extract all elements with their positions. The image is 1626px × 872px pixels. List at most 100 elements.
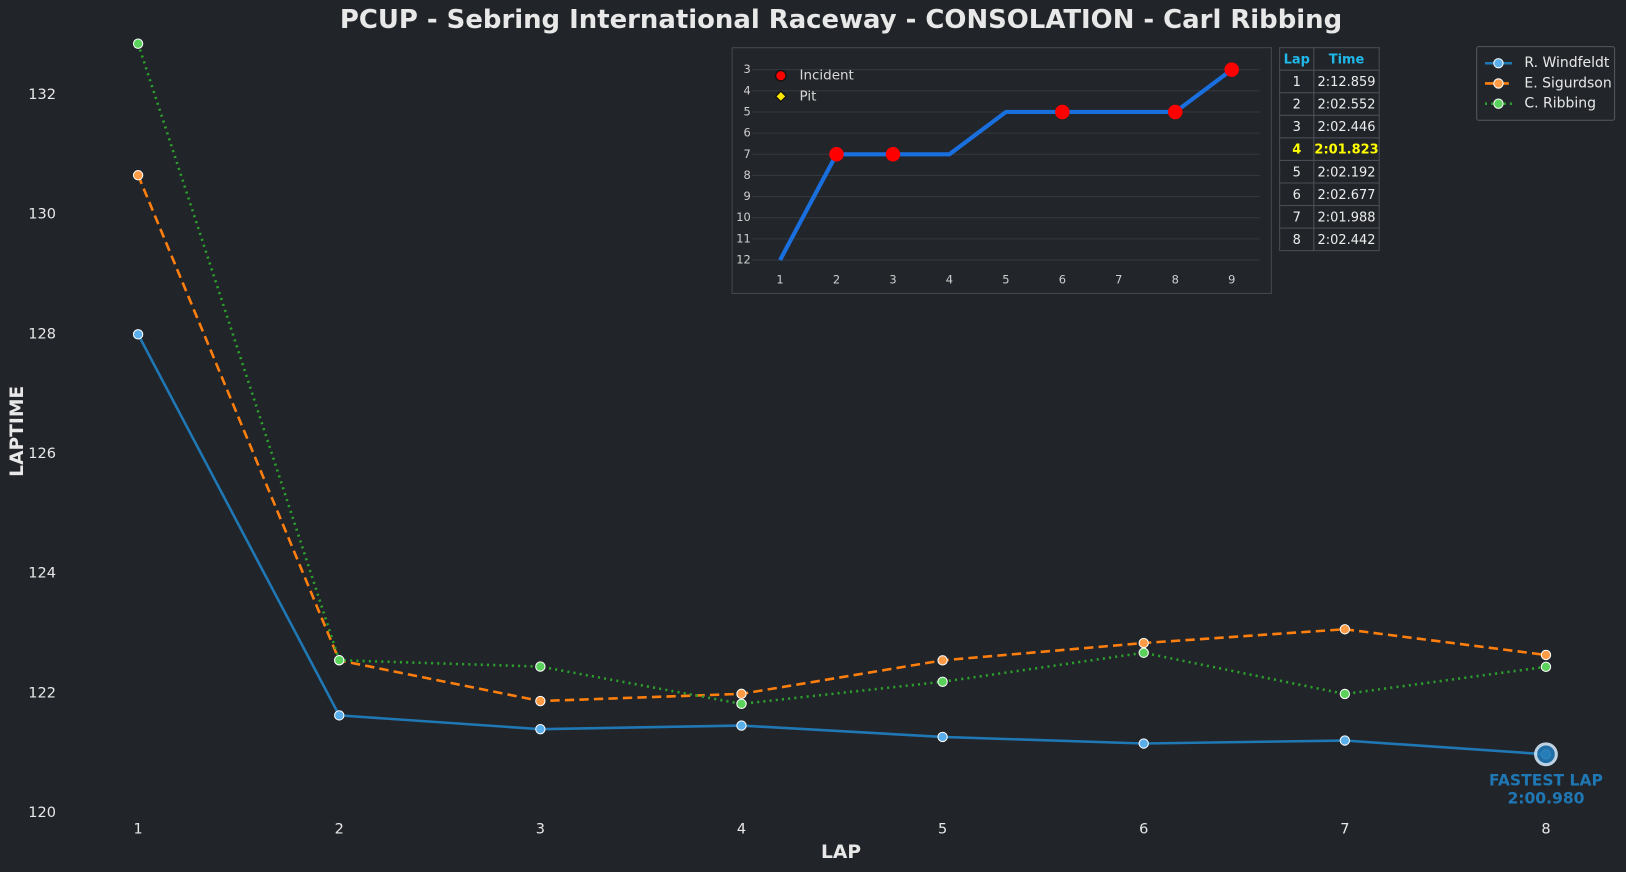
data-point: [736, 720, 747, 731]
y-tick-label: 130: [28, 207, 56, 223]
data-point: [334, 655, 345, 666]
table-cell-text: 2: [1293, 98, 1301, 113]
table-cell-text: 2:01.988: [1318, 210, 1376, 225]
legend-marker: [1493, 98, 1504, 109]
legend-marker: [774, 90, 787, 103]
inset-x-tick-label: 2: [833, 272, 840, 286]
data-point: [132, 38, 144, 49]
data-point: [535, 661, 546, 672]
legend-marker: [1493, 58, 1504, 69]
series-line: [136, 333, 1547, 756]
table-cell-text: 1: [1293, 75, 1301, 90]
table-cell-text: 2:02.192: [1318, 165, 1376, 180]
inset-x-tick-label: 9: [1228, 272, 1235, 286]
y-axis-label: LAPTIME: [7, 386, 28, 477]
position-line: [778, 68, 1233, 262]
inset-legend-label: Incident: [800, 68, 854, 84]
y-tick-label: 120: [28, 805, 56, 821]
inset-x-tick-label: 3: [889, 272, 896, 286]
x-tick-label: 2: [335, 821, 344, 837]
data-point: [736, 698, 747, 710]
table-cell-text: 2:02.552: [1318, 98, 1376, 113]
y-tick-label: 126: [28, 446, 56, 462]
x-tick-label: 4: [737, 821, 746, 837]
table-cell: [1313, 227, 1380, 252]
series-line: [136, 43, 1547, 706]
fastest-lap-label: FASTEST LAP: [1489, 772, 1603, 790]
legend-label: E. Sigurdson: [1524, 75, 1611, 91]
series-line: [136, 174, 1547, 703]
marker: [1167, 104, 1183, 120]
x-tick-label: 3: [536, 821, 545, 837]
legend-marker: [1493, 78, 1504, 89]
x-tick-label: 8: [1541, 821, 1550, 837]
data-point: [1540, 661, 1552, 673]
inset-y-tick-label: 10: [736, 210, 751, 224]
legend-label: R. Windfeldt: [1524, 55, 1610, 71]
inset-x-tick-label: 4: [946, 272, 953, 286]
fastest-lap-ring: [1534, 742, 1558, 767]
legend-frame: [1476, 46, 1616, 121]
inset-y-tick-label: 3: [744, 62, 751, 76]
data-point: [535, 695, 546, 707]
marker: [885, 147, 901, 162]
x-tick-label: 5: [938, 821, 947, 837]
data-point: [1339, 735, 1351, 746]
table-header: Time: [1329, 53, 1365, 68]
inset-legend-label: Pit: [800, 88, 817, 104]
x-tick-label: 7: [1340, 821, 1349, 837]
table-cell-text: 2:12.859: [1318, 75, 1376, 90]
data-point: [535, 723, 546, 735]
chart-title: PCUP - Sebring International Raceway - C…: [340, 5, 1342, 35]
inset-y-tick-label: 4: [744, 83, 751, 97]
inset-y-tick-label: 11: [736, 231, 751, 245]
inset-x-tick-label: 1: [776, 272, 783, 286]
inset-x-tick-label: 8: [1172, 272, 1179, 286]
legend-label: C. Ribbing: [1524, 96, 1596, 112]
table-cell-text: 7: [1293, 210, 1301, 225]
inset-x-tick-label: 7: [1115, 272, 1122, 286]
inset-y-tick-label: 5: [744, 104, 751, 118]
data-point: [132, 170, 144, 181]
legend-marker: [775, 69, 787, 82]
data-point: [1138, 647, 1149, 658]
data-point: [1138, 738, 1149, 749]
x-tick-label: 1: [133, 821, 142, 837]
data-point: [1339, 624, 1351, 635]
inset-y-tick-label: 12: [736, 253, 751, 267]
table-cell-text: 4: [1292, 143, 1301, 158]
y-tick-label: 122: [28, 685, 56, 701]
data-point: [937, 676, 948, 687]
table-cell-text: 2:01.823: [1314, 143, 1378, 158]
y-tick-label: 132: [28, 87, 56, 103]
marker: [1224, 62, 1239, 77]
inset-x-tick-label: 6: [1059, 272, 1066, 286]
data-point: [937, 731, 948, 743]
marker: [829, 147, 844, 162]
inset-y-tick-label: 9: [744, 189, 751, 203]
marker: [1055, 104, 1070, 120]
table-cell-text: 8: [1293, 233, 1301, 248]
inset-frame: [731, 47, 1272, 294]
y-tick-label: 128: [28, 326, 56, 342]
inset-x-tick-label: 5: [1002, 272, 1009, 286]
table-cell-text: 2:02.442: [1318, 233, 1376, 248]
data-point: [937, 655, 948, 666]
x-axis-label: LAP: [821, 842, 861, 863]
data-point: [1540, 649, 1552, 661]
data-point: [1138, 637, 1149, 649]
inset-y-tick-label: 6: [744, 126, 751, 140]
x-tick-label: 6: [1139, 821, 1148, 837]
table-cell-text: 3: [1293, 120, 1301, 135]
inset-y-tick-label: 7: [744, 147, 751, 161]
table-cell-text: 2:02.446: [1318, 120, 1376, 135]
y-tick-label: 124: [28, 566, 56, 582]
table-cell-text: 2:02.677: [1318, 188, 1376, 203]
table-cell-text: 6: [1293, 188, 1301, 203]
fastest-lap-label: 2:00.980: [1507, 789, 1584, 807]
data-point: [132, 329, 144, 340]
table-header: Lap: [1284, 53, 1310, 68]
data-point: [334, 710, 345, 721]
